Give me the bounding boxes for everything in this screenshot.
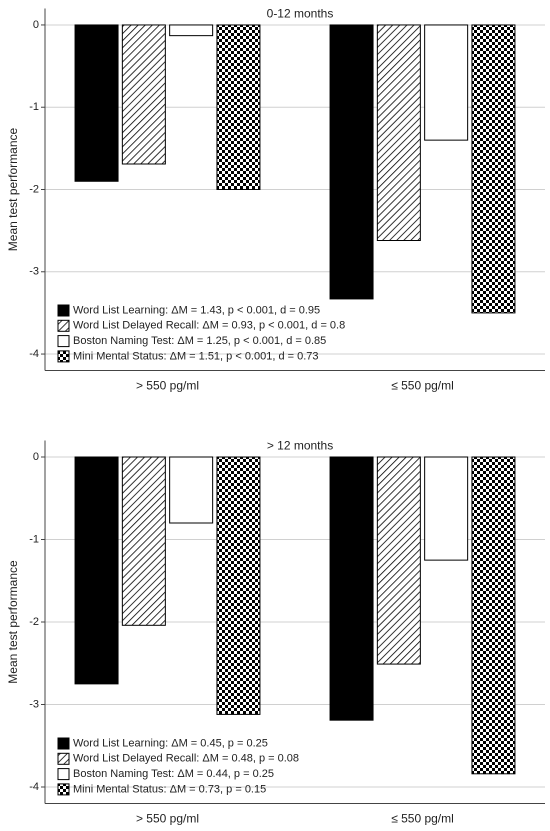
x-tick-label: ≤ 550 pg/ml: [391, 812, 454, 826]
legend-swatch: [57, 319, 70, 332]
bar: [424, 24, 469, 141]
y-tick-label: -1: [29, 101, 39, 113]
x-tick-label: > 550 pg/ml: [136, 379, 199, 393]
legend-swatch: [57, 304, 70, 317]
legend-label: Word List Learning: ΔM = 0.45, p = 0.25: [73, 737, 268, 749]
chart-title: 0-12 months: [267, 7, 334, 21]
bar: [471, 456, 516, 775]
bar: [216, 24, 261, 191]
bar: [376, 456, 421, 665]
bar: [471, 24, 516, 314]
y-tick-label: -1: [29, 533, 39, 545]
legend-swatch: [57, 350, 70, 363]
legend-label: Word List Delayed Recall: ΔM = 0.93, p <…: [73, 320, 345, 332]
bar: [376, 24, 421, 242]
legend-swatch: [57, 783, 70, 796]
y-tick-label: -2: [29, 183, 39, 195]
bar: [169, 456, 214, 524]
bar: [424, 456, 469, 561]
legend-label: Word List Delayed Recall: ΔM = 0.48, p =…: [73, 753, 299, 765]
y-axis-label: Mean test performance: [6, 560, 20, 684]
y-axis-label: Mean test performance: [6, 127, 20, 251]
y-tick-label: -2: [29, 616, 39, 628]
legend-label: Mini Mental Status: ΔM = 0.73, p = 0.15: [73, 783, 266, 795]
bar: [74, 24, 119, 182]
chart-title: > 12 months: [267, 439, 333, 453]
legend-swatch: [57, 752, 70, 765]
y-tick-label: -4: [29, 348, 39, 360]
bar: [74, 456, 119, 685]
bar: [121, 456, 166, 626]
y-tick-label: 0: [33, 451, 39, 463]
bar: [121, 24, 166, 165]
legend-label: Boston Naming Test: ΔM = 0.44, p = 0.25: [73, 768, 274, 780]
x-tick-label: ≤ 550 pg/ml: [391, 379, 454, 393]
y-tick-label: -4: [29, 781, 39, 793]
bar: [216, 456, 261, 715]
legend-swatch: [57, 768, 70, 781]
y-tick-label: -3: [29, 266, 39, 278]
legend-swatch: [57, 335, 70, 348]
bar: [329, 456, 374, 721]
bar: [329, 24, 374, 300]
y-tick-label: -3: [29, 698, 39, 710]
legend-label: Boston Naming Test: ΔM = 1.25, p < 0.001…: [73, 335, 326, 347]
x-tick-label: > 550 pg/ml: [136, 812, 199, 826]
bar: [169, 24, 214, 37]
legend-swatch: [57, 737, 70, 750]
y-tick-label: 0: [33, 19, 39, 31]
legend-label: Mini Mental Status: ΔM = 1.51, p < 0.001…: [73, 350, 319, 362]
legend-label: Word List Learning: ΔM = 1.43, p < 0.001…: [73, 304, 320, 316]
